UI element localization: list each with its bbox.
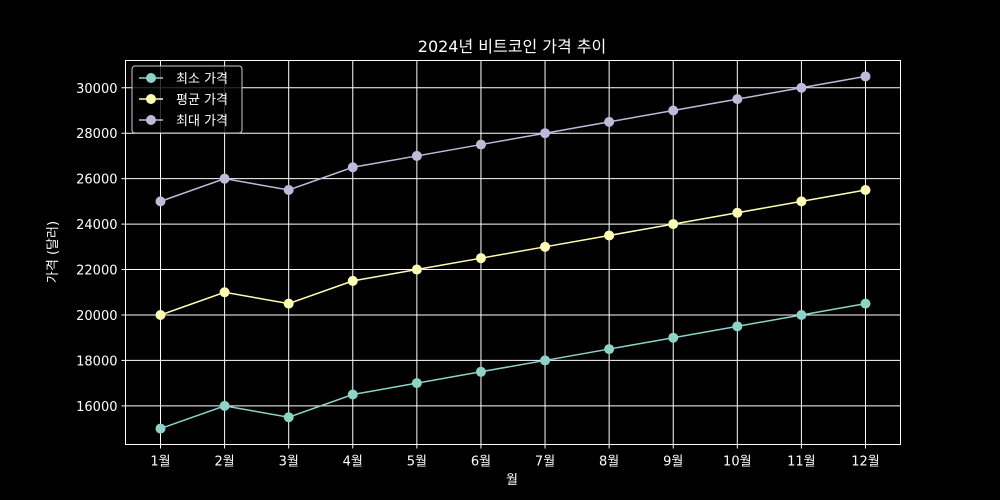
data-point [219, 173, 230, 184]
data-point [604, 344, 615, 355]
data-point [475, 366, 486, 377]
data-point [347, 162, 358, 173]
x-tick-label: 1월 [150, 455, 170, 470]
legend-item: 최대 가격 [139, 114, 228, 129]
data-point [219, 287, 230, 298]
data-point [668, 332, 679, 343]
data-point [540, 241, 551, 252]
x-tick-label: 3월 [279, 455, 299, 470]
legend-item: 평균 가격 [139, 93, 228, 108]
data-point [860, 298, 871, 309]
x-tick-label: 12월 [851, 455, 880, 470]
x-tick-label: 2월 [214, 455, 234, 470]
series-1 [155, 298, 871, 434]
plot-area [125, 60, 901, 445]
legend-label: 평균 가격 [176, 93, 228, 108]
legend-label: 최소 가격 [176, 72, 228, 87]
grid [125, 60, 901, 445]
legend-item: 최소 가격 [139, 72, 228, 87]
data-point [475, 253, 486, 264]
y-tick-label: 24000 [76, 218, 117, 233]
data-point [411, 378, 422, 389]
x-tick-label: 9월 [663, 455, 683, 470]
x-tick-label: 4월 [343, 455, 363, 470]
x-tick-label: 10월 [723, 455, 752, 470]
data-point [283, 298, 294, 309]
y-tick-label: 28000 [76, 127, 117, 142]
data-point [283, 185, 294, 196]
data-point [732, 207, 743, 218]
chart-title: 2024년 비트코인 가격 추이 [418, 37, 606, 56]
data-point [155, 196, 166, 207]
series-2 [155, 185, 871, 320]
x-tick-label: 6월 [471, 455, 491, 470]
series-group [155, 71, 871, 434]
y-axis-label: 가격 (달러) [46, 221, 61, 283]
x-tick-label: 11월 [787, 455, 816, 470]
data-point [347, 389, 358, 400]
data-point [411, 264, 422, 275]
legend-marker [146, 73, 156, 83]
x-axis-label: 월 [506, 473, 518, 488]
legend-marker [146, 94, 156, 104]
data-point [668, 219, 679, 230]
legend-label: 최대 가격 [176, 114, 228, 129]
data-point [219, 400, 230, 411]
data-point [860, 71, 871, 82]
data-point [668, 105, 679, 116]
data-point [732, 94, 743, 105]
y-tick-label: 30000 [76, 82, 117, 97]
data-point [796, 196, 807, 207]
series-line [160, 189, 866, 316]
data-point [475, 139, 486, 150]
x-axis-ticks: 1월 2월 3월 4월 5월 6월 7월 8월 9월 10월 11월 12월 [150, 444, 880, 470]
y-tick-label: 16000 [76, 400, 117, 415]
series-3 [155, 71, 871, 207]
data-point [604, 116, 615, 127]
x-tick-label: 7월 [535, 455, 555, 470]
data-point [283, 412, 294, 423]
series-line [160, 75, 866, 203]
y-tick-label: 26000 [76, 173, 117, 188]
y-tick-label: 22000 [76, 264, 117, 279]
data-point [796, 309, 807, 320]
y-tick-label: 20000 [76, 309, 117, 324]
data-point [732, 321, 743, 332]
data-point [860, 185, 871, 196]
x-tick-label: 5월 [407, 455, 427, 470]
data-point [155, 309, 166, 320]
data-point [796, 82, 807, 93]
data-point [604, 230, 615, 241]
data-point [347, 275, 358, 286]
data-point [540, 128, 551, 139]
data-point [411, 150, 422, 161]
x-tick-label: 8월 [599, 455, 619, 470]
data-point [155, 423, 166, 434]
legend-box [131, 65, 243, 134]
legend-marker [146, 115, 156, 125]
y-axis-ticks: 16000 18000 20000 22000 24000 26000 28000 30000 [76, 82, 126, 415]
y-tick-label: 18000 [76, 354, 117, 369]
data-point [540, 355, 551, 366]
series-line [160, 302, 866, 430]
